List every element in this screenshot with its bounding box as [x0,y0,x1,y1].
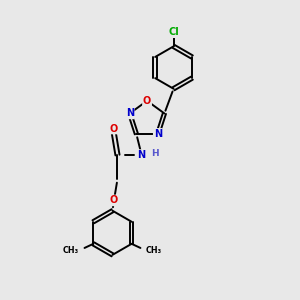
Text: N: N [138,150,146,160]
Text: N: N [126,108,134,118]
Text: CH₃: CH₃ [146,246,162,255]
Text: O: O [110,124,118,134]
Text: O: O [110,195,118,206]
Text: O: O [143,96,151,106]
Text: N: N [154,129,162,139]
Text: H: H [151,149,159,158]
Text: Cl: Cl [168,27,179,37]
Text: CH₃: CH₃ [63,246,79,255]
